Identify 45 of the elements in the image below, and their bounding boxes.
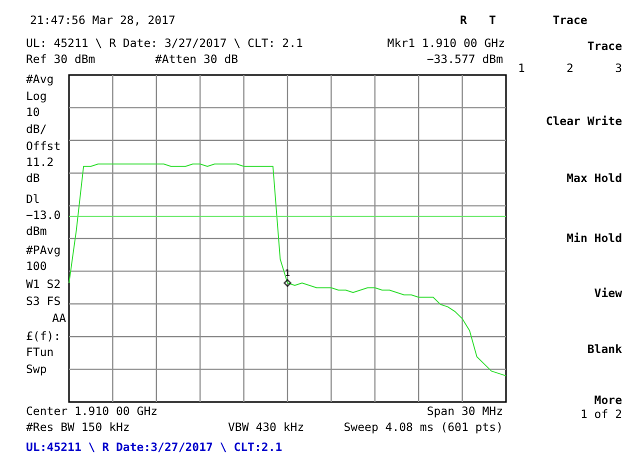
text: 3: [615, 61, 622, 75]
text: Trace: [552, 13, 588, 27]
text: UL: 45211 \ R Date: 3/27/2017 \ CLT: 2.1: [26, 36, 304, 50]
text: Ref 30 dBm: [26, 52, 96, 66]
text: 10: [26, 105, 40, 119]
text: 1 of 2: [580, 407, 622, 421]
text: W1 S2: [26, 277, 61, 291]
text: VBW 430 kHz: [228, 420, 304, 434]
text: −13.0: [26, 208, 61, 222]
text: R: [460, 13, 467, 27]
text: Clear Write: [546, 114, 622, 128]
text: Mkr1 1.910 00 GHz: [387, 36, 505, 50]
text: dB: [26, 171, 40, 185]
text: Min Hold: [566, 231, 622, 245]
text: #Res BW 150 kHz: [26, 420, 130, 434]
text: 11.2: [26, 155, 54, 169]
text: #PAvg: [26, 243, 61, 257]
text: Swp: [26, 362, 47, 376]
text: dB/: [26, 122, 47, 136]
text: Offst: [26, 139, 61, 153]
text: Span 30 MHz: [426, 404, 503, 418]
text: More: [594, 393, 622, 407]
text: #Avg: [26, 72, 54, 86]
text: Blank: [587, 342, 622, 356]
text: 1: [518, 61, 525, 75]
text: #Atten 30 dB: [155, 52, 238, 66]
text: S3 FS: [26, 294, 61, 308]
text: View: [594, 286, 622, 300]
text: −33.577 dBm: [426, 52, 504, 66]
text: Max Hold: [566, 171, 622, 185]
text: 100: [26, 259, 47, 273]
text: Log: [26, 89, 47, 103]
text: Center 1.910 00 GHz: [26, 404, 158, 418]
text: 21:47:56 Mar 28, 2017: [30, 13, 176, 27]
text: FTun: [26, 345, 54, 359]
text: AA: [52, 311, 66, 325]
text: Dl: [26, 192, 40, 206]
text: Sweep 4.08 ms (601 pts): [344, 420, 503, 434]
text: T: [489, 13, 496, 27]
annotation: 1: [284, 269, 290, 279]
text: 2: [566, 61, 574, 75]
text: dBm: [26, 224, 47, 238]
text: UL:45211 \ R Date:3/27/2017 \ CLT:2.1: [26, 440, 282, 454]
text: £(f):: [26, 329, 61, 343]
text: Trace: [587, 39, 622, 53]
